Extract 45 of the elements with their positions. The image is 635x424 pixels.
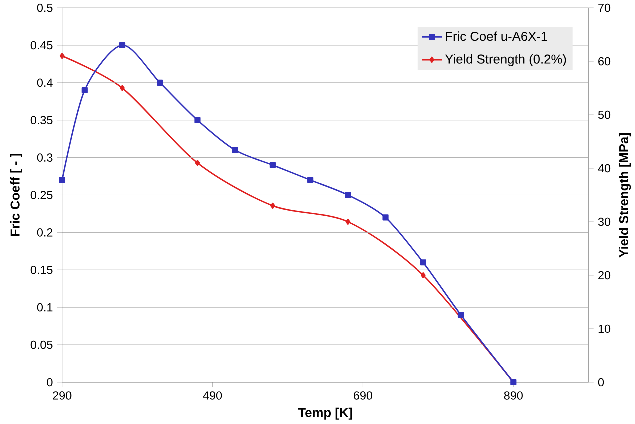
legend-label: Yield Strength (0.2%) [445,54,566,67]
y-tick-label: 0.05 [30,340,53,350]
x-axis-title: Temp [K] [298,408,352,420]
point [119,42,126,49]
y-tick-label: 0.25 [30,191,53,200]
point [308,177,314,184]
y-tick-label: 0.2 [37,228,53,237]
y2-tick-label: 0 [598,378,604,387]
y2-tick-label: 50 [598,110,611,120]
point [382,214,389,221]
x-tick-label: 490 [203,392,222,400]
point [270,162,276,168]
y-tick-label: 0.45 [30,41,53,50]
x-tick-label: 690 [354,392,373,400]
point [195,160,200,166]
y-tick-label: 0.3 [37,154,53,162]
y2-tick-label: 10 [598,324,611,334]
y-tick-label: 0 [47,378,53,387]
point [420,272,426,279]
y2-tick-label: 30 [598,218,611,226]
point [346,219,351,226]
point [420,260,426,266]
y2-tick-label: 40 [598,164,611,173]
point [232,147,238,154]
point [120,85,125,92]
y-tick-label: 0.35 [30,116,53,125]
point [345,192,352,198]
y2-tick-label: 70 [598,4,611,12]
y-axis-title: Fric Coeff [ - ] [10,154,22,236]
legend-label: Fric Coef u-A6X-1 [446,32,548,42]
y2-axis-title: Yield Strength [MPa] [619,133,632,258]
y-tick-label: 0.4 [37,78,53,88]
x-tick-label: 290 [53,392,72,400]
point [82,87,88,94]
point [157,80,164,86]
point [270,202,276,210]
y-tick-label: 0.1 [37,304,53,312]
y2-tick-label: 20 [598,271,611,280]
point [59,177,66,184]
y-tick-label: 0.5 [37,4,53,12]
x-tick-label: 890 [504,392,523,400]
point [194,117,201,124]
y2-tick-label: 60 [598,57,611,66]
y-tick-label: 0.15 [30,266,53,274]
point [458,312,464,318]
